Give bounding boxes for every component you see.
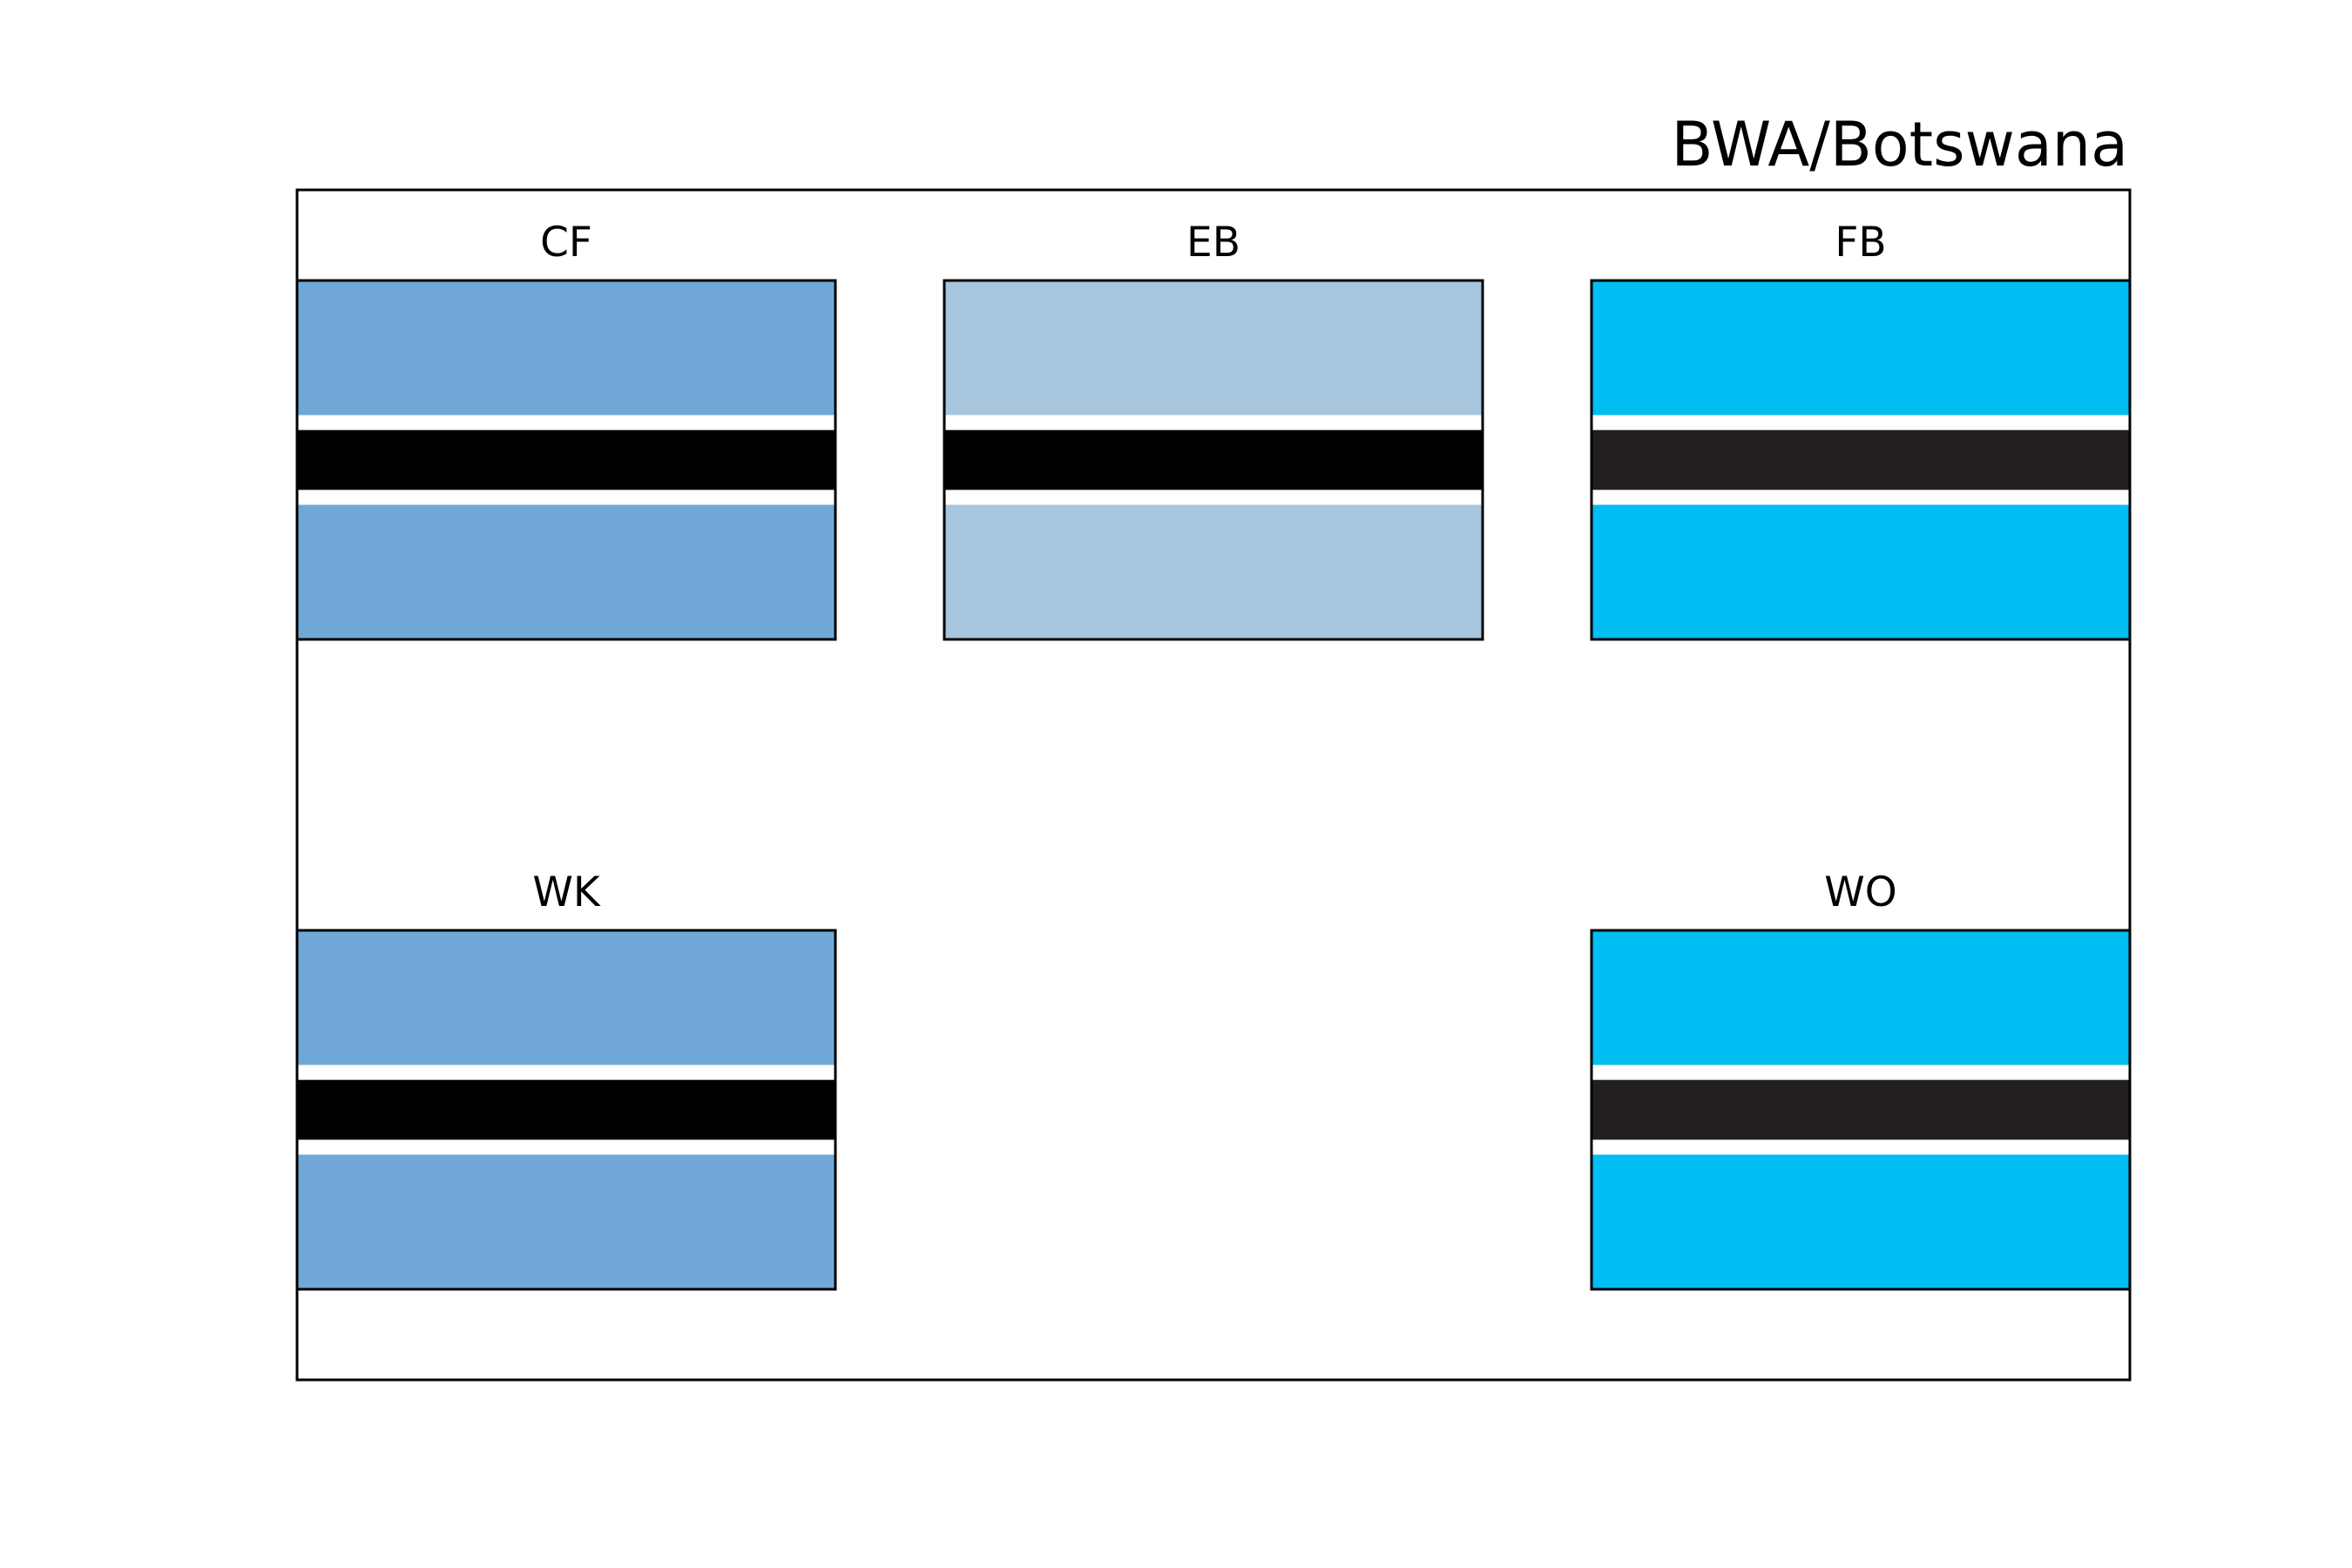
flag-band — [944, 429, 1483, 490]
flags-grid: CF EB FB WK WO — [295, 219, 2132, 1291]
flag-band — [1592, 1079, 2130, 1140]
flag-border — [1590, 279, 2132, 641]
flag-border — [943, 279, 1484, 641]
flag-band — [297, 1079, 835, 1140]
flag-eb: EB — [943, 219, 1484, 641]
flag-label-wk: WK — [532, 868, 600, 916]
flag-band — [297, 429, 835, 490]
flag-wk: WK — [295, 868, 837, 1291]
flag-cf: CF — [295, 219, 837, 641]
flag-label-wo: WO — [1824, 868, 1896, 916]
flag-label-fb: FB — [1835, 219, 1886, 267]
flag-fb: FB — [1590, 219, 2132, 641]
flag-border — [1590, 929, 2132, 1291]
figure-frame — [295, 188, 2132, 1382]
flag-label-cf: CF — [540, 219, 592, 267]
flag-border — [295, 279, 837, 641]
page-title: BWA/Botswana — [1671, 109, 2128, 180]
flag-border — [295, 929, 837, 1291]
flag-label-eb: EB — [1186, 219, 1240, 267]
flag-band — [1592, 429, 2130, 490]
flag-wo: WO — [1590, 868, 2132, 1291]
